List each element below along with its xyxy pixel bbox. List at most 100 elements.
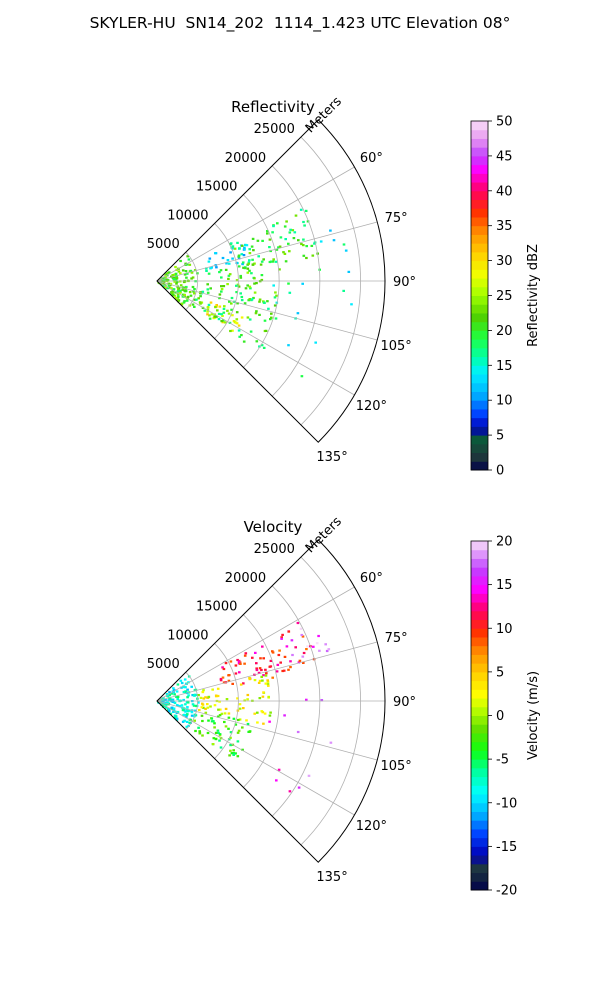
echo-gate [242, 682, 245, 685]
colorbar-segment [471, 863, 488, 874]
azimuth-tick-label: 75° [385, 631, 408, 646]
echo-gate [190, 711, 194, 714]
echo-region-south-outbound [193, 714, 252, 758]
echo-gate [240, 253, 244, 256]
echo-gate [165, 693, 169, 696]
echo-gate [260, 278, 264, 282]
colorbar-segment [471, 732, 488, 743]
echo-gate [201, 691, 205, 694]
echo-gate [181, 708, 185, 712]
echo-gate [234, 672, 238, 675]
echo-gate [174, 276, 177, 280]
echo-gate [189, 718, 192, 721]
echo-gate [206, 283, 209, 286]
echo-gate [164, 698, 167, 701]
echo-gate [198, 730, 201, 733]
sector-frame [156, 119, 386, 443]
echo-gate [208, 317, 212, 320]
colorbar-tick-label: 25 [496, 289, 513, 304]
echo-gate [220, 288, 224, 291]
echo-gate [318, 649, 321, 652]
azimuth-spoke [156, 586, 355, 702]
echo-gate [164, 701, 167, 704]
echo-gate [344, 249, 348, 252]
echo-gate [186, 713, 189, 716]
azimuth-spoke [156, 280, 355, 396]
echo-gate [199, 295, 202, 298]
echo-gate [235, 279, 239, 282]
echo-gate [182, 301, 186, 304]
panel-title: Reflectivity [231, 98, 315, 116]
echo-gate [229, 329, 232, 333]
echo-gate [244, 287, 248, 290]
echo-gate [219, 677, 223, 681]
echo-gate [306, 645, 309, 648]
echo-gate [181, 720, 185, 723]
echo-gate [202, 689, 205, 692]
echo-gate [240, 316, 244, 319]
echo-gate [272, 225, 275, 228]
echo-gate [298, 659, 302, 662]
colorbar-label: Reflectivity dBZ [526, 244, 541, 347]
echo-gate [240, 299, 244, 302]
echo-gate [217, 318, 221, 321]
echo-gate [187, 258, 191, 261]
echo-gate [260, 675, 263, 678]
echo-gate [223, 321, 227, 324]
echo-gate [240, 244, 244, 247]
echo-gate [235, 311, 239, 314]
echo-gate [193, 709, 197, 712]
echo-gate [297, 661, 301, 664]
colorbar-segment [471, 164, 488, 174]
colorbar-tick-label: 20 [496, 324, 513, 339]
echo-gate [209, 301, 213, 304]
echo-gate [176, 704, 179, 707]
echo-gate [225, 698, 229, 701]
echo-gate [192, 704, 196, 707]
echo-gate [185, 285, 188, 289]
echo-gate [276, 222, 279, 225]
echo-gate [176, 695, 180, 698]
echo-gate [223, 305, 226, 308]
echo-gate [244, 243, 247, 246]
echo-gate [266, 680, 270, 683]
colorbar-segment [471, 155, 488, 166]
echo-gate [251, 258, 254, 261]
echo-gate [193, 694, 196, 697]
echo-gate [249, 330, 253, 333]
echo-gate [302, 661, 305, 664]
echo-gate [260, 668, 263, 672]
colorbar-segment [471, 443, 488, 454]
echo-gate [172, 293, 175, 297]
echo-gate [219, 708, 222, 711]
echo-gate [188, 709, 191, 712]
azimuth-tick-label: 135° [316, 870, 347, 885]
echo-gate [236, 731, 240, 734]
echo-gate [275, 301, 279, 304]
echo-gate [233, 247, 237, 250]
echo-gate [175, 690, 179, 693]
echo-gate [184, 703, 187, 706]
echo-gate [186, 710, 190, 713]
echo-gate [230, 308, 233, 311]
echo-gate [173, 294, 177, 297]
echo-gate [257, 255, 260, 258]
echo-gate [269, 318, 272, 321]
echo-gate [241, 726, 244, 729]
azimuth-spoke [156, 700, 355, 816]
echo-gate [258, 300, 261, 303]
echo-gate [165, 279, 169, 282]
echo-gate [274, 291, 277, 294]
echo-gate [263, 319, 267, 322]
echo-gate [254, 312, 258, 315]
echo-gate [245, 719, 248, 722]
echo-gate [183, 273, 187, 276]
echo-gate [304, 209, 308, 212]
echo-gate [188, 291, 192, 294]
echo-gate [185, 720, 189, 723]
echo-gate [234, 664, 238, 667]
echo-gate [252, 296, 255, 300]
colorbar-segment [471, 199, 488, 209]
echo-gate [253, 291, 257, 294]
echo-gate [168, 286, 172, 289]
